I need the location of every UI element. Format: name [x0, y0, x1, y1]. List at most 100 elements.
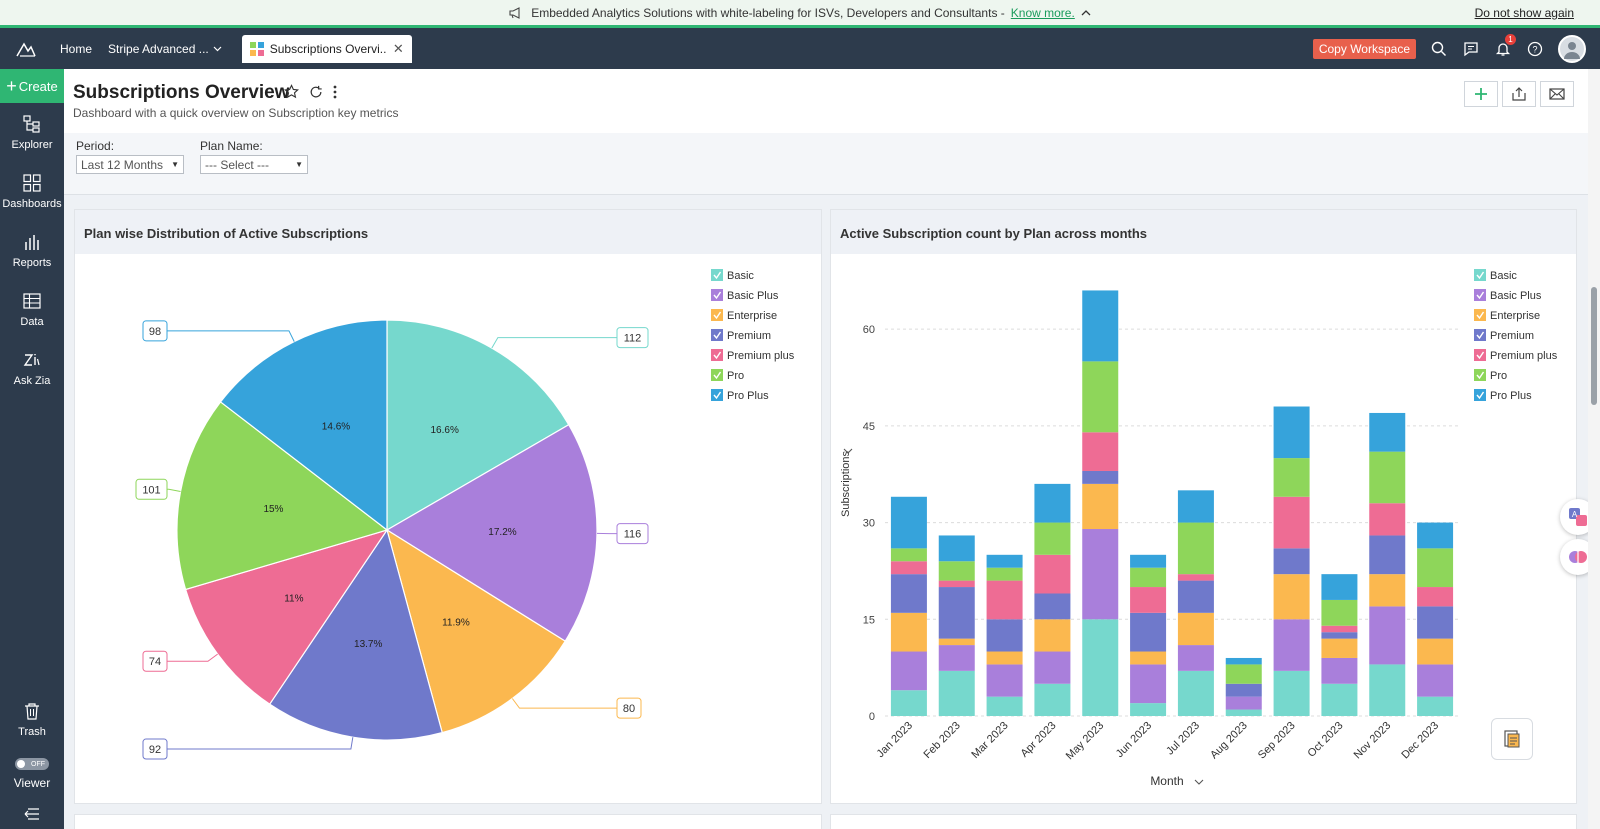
legend-item[interactable]: Pro	[711, 369, 744, 382]
left-sidebar: + Create Explorer Dashboards Reports Dat…	[0, 69, 64, 829]
value-label-box	[142, 650, 168, 672]
legend-item[interactable]: Pro	[1474, 369, 1507, 382]
bar-segment	[938, 580, 975, 588]
scrollbar-thumb[interactable]	[1591, 287, 1597, 405]
bar-segment	[1082, 619, 1119, 716]
legend-swatch	[1474, 349, 1486, 361]
bar-segment	[1082, 529, 1119, 620]
legend-label: Enterprise	[1490, 310, 1540, 322]
checkmark-icon	[713, 291, 722, 300]
bar-segment	[1177, 670, 1214, 716]
star-icon[interactable]	[284, 84, 299, 99]
legend-label: Premium	[727, 330, 771, 342]
notification-badge: 1	[1505, 33, 1516, 45]
notes-icon	[1504, 730, 1520, 748]
legend-item[interactable]: Enterprise	[1474, 309, 1540, 322]
bar-segment	[986, 554, 1023, 568]
bar-segment	[1273, 496, 1310, 549]
workspace-dropdown[interactable]: Stripe Advanced ...	[100, 42, 230, 56]
x-axis-title[interactable]: Month	[1150, 774, 1204, 788]
bar-segment	[890, 651, 927, 691]
checkmark-icon	[713, 391, 722, 400]
legend-swatch	[1474, 329, 1486, 341]
bar-segment	[890, 574, 927, 613]
period-select[interactable]: Last 12 Months ▼	[76, 155, 184, 174]
tab-subscriptions-overview[interactable]: Subscriptions Overvi... ✕	[241, 34, 412, 63]
legend-item[interactable]: Premium	[1474, 329, 1534, 342]
legend-swatch	[711, 269, 723, 281]
bar-segment	[1321, 683, 1358, 716]
bar-segment	[890, 548, 927, 562]
home-link[interactable]: Home	[60, 41, 93, 56]
sidebar-item-label: Reports	[12, 256, 52, 269]
leader-line	[167, 330, 295, 342]
legend-item[interactable]: Basic Plus	[1474, 289, 1542, 302]
app-logo-icon[interactable]	[0, 28, 52, 69]
legend-item[interactable]: Pro Plus	[1474, 389, 1532, 402]
collapse-sidebar-button[interactable]	[0, 799, 64, 829]
export-button[interactable]	[1502, 81, 1536, 107]
legend-label: Enterprise	[727, 310, 777, 322]
legend-item[interactable]: Premium	[711, 329, 771, 342]
copy-workspace-button[interactable]: Copy Workspace	[1312, 38, 1416, 59]
close-icon[interactable]: ✕	[392, 40, 404, 56]
notes-button[interactable]	[1491, 718, 1533, 760]
legend-item[interactable]: Basic	[1474, 269, 1517, 282]
email-button[interactable]	[1540, 81, 1574, 107]
x-tick-label: Aug 2023	[1208, 720, 1250, 762]
user-avatar[interactable]	[1558, 34, 1586, 63]
legend-label: Premium plus	[1490, 350, 1558, 362]
mail-icon	[1549, 88, 1565, 100]
viewer-toggle[interactable]: OFF	[15, 758, 49, 770]
legend-swatch	[711, 349, 723, 361]
know-more-link[interactable]: Know more.	[1010, 5, 1075, 20]
sidebar-item-ask-zia[interactable]: Ask Zia	[0, 339, 64, 398]
bar-segment	[1273, 619, 1310, 671]
bar-segment	[1273, 670, 1310, 716]
plan-name-select[interactable]: --- Select --- ▼	[200, 155, 308, 174]
period-label: Period:	[76, 139, 115, 153]
page-scrollbar[interactable]	[1588, 69, 1600, 829]
legend-item[interactable]: Premium plus	[1474, 349, 1558, 362]
comments-icon[interactable]	[1462, 40, 1480, 58]
search-icon[interactable]	[1430, 40, 1448, 58]
bar-segment	[938, 535, 975, 562]
bar-segment	[1417, 638, 1454, 665]
bar-segment	[1321, 574, 1358, 600]
bar-segment	[1369, 412, 1406, 452]
add-widget-button[interactable]	[1464, 81, 1498, 107]
notifications-bell-icon[interactable]: 1	[1494, 33, 1516, 58]
bar-segment	[1082, 483, 1119, 530]
create-button[interactable]: + Create	[0, 69, 64, 103]
more-options-icon[interactable]	[333, 85, 337, 99]
do-not-show-again-link[interactable]: Do not show again	[1474, 6, 1574, 20]
legend-item[interactable]: Basic	[711, 269, 754, 282]
legend-item[interactable]: Enterprise	[711, 309, 777, 322]
sidebar-item-data[interactable]: Data	[0, 280, 64, 339]
chevron-up-icon[interactable]	[1081, 9, 1091, 17]
y-tick-label: 15	[863, 614, 875, 626]
create-label: Create	[18, 78, 58, 94]
legend-item[interactable]: Premium plus	[711, 349, 795, 362]
sidebar-item-dashboards[interactable]: Dashboards	[0, 162, 64, 221]
refresh-icon[interactable]	[309, 85, 323, 99]
checkmark-icon	[1476, 291, 1485, 300]
bar-segment	[1034, 619, 1071, 652]
sidebar-item-trash[interactable]: Trash	[0, 690, 64, 749]
value-label: 80	[623, 703, 635, 715]
bar-segment	[1130, 587, 1167, 613]
sidebar-item-reports[interactable]: Reports	[0, 221, 64, 280]
legend-item[interactable]: Basic Plus	[711, 289, 779, 302]
sidebar-item-explorer[interactable]: Explorer	[0, 103, 64, 162]
leader-line	[167, 653, 218, 662]
y-tick-label: 0	[869, 711, 875, 723]
plan-name-value: --- Select ---	[205, 157, 269, 172]
bar-segment	[1369, 664, 1406, 716]
y-axis-title[interactable]: Subscriptions	[840, 448, 853, 517]
viewer-toggle-item[interactable]: OFF Viewer	[0, 749, 64, 799]
help-icon[interactable]: ?	[1526, 40, 1544, 58]
legend-item[interactable]: Pro Plus	[711, 389, 769, 402]
checkmark-icon	[713, 351, 722, 360]
svg-text:?: ?	[1532, 44, 1537, 54]
checkmark-icon	[713, 371, 722, 380]
